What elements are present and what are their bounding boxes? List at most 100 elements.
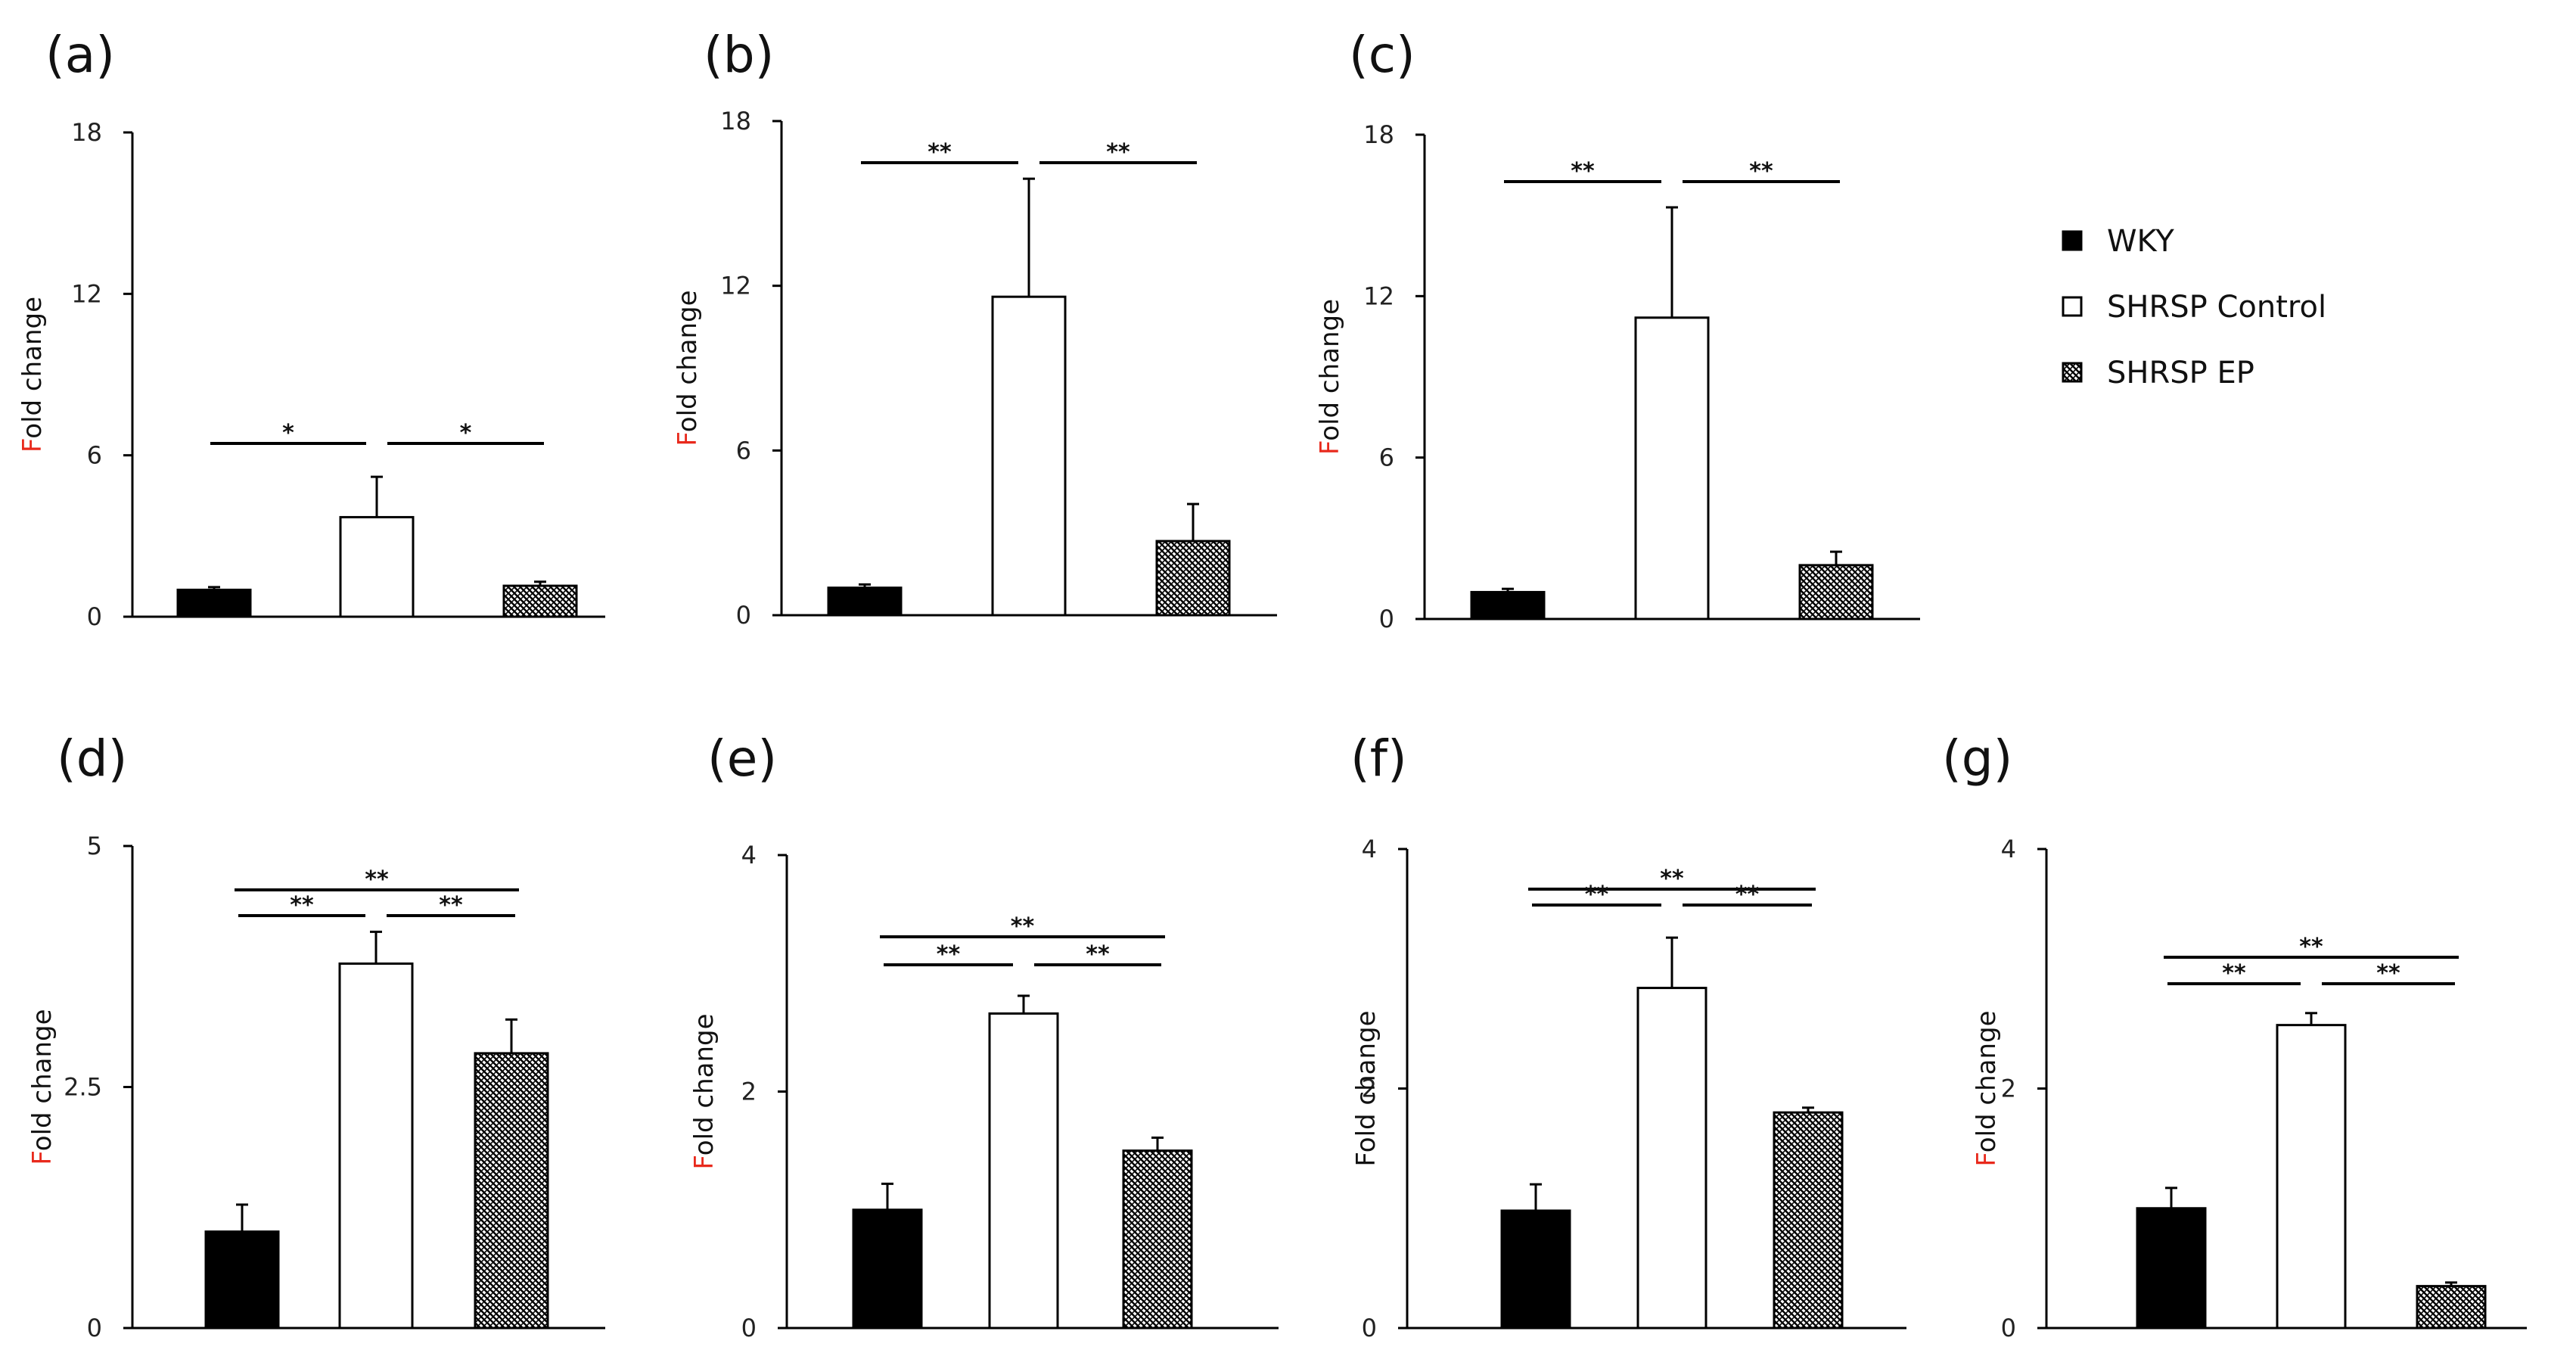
y-tick-label: 0 <box>1362 1314 1377 1342</box>
significance-label: ** <box>937 941 961 968</box>
legend-swatch <box>2062 362 2083 383</box>
y-tick-label: 2.5 <box>64 1073 102 1102</box>
significance-label: ** <box>1660 866 1684 892</box>
chart-panel: (e) 0 2 4 Fold change ** ** ** <box>689 729 1279 1342</box>
panel-label: (b) <box>704 26 774 84</box>
bar-shrsp-ep <box>2416 1285 2487 1330</box>
y-tick-label: 0 <box>741 1314 757 1342</box>
significance-label: ** <box>1735 882 1760 908</box>
bar-shrsp-control <box>339 515 415 618</box>
y-axis-title-initial: F <box>17 439 48 453</box>
y-tick-label: 12 <box>71 279 102 308</box>
y-tick-label: 12 <box>1363 281 1394 310</box>
bar-shrsp-ep <box>474 1052 549 1330</box>
y-axis-title: Fold change <box>1351 1010 1381 1166</box>
significance-label: * <box>282 420 294 446</box>
bar-shrsp-ep <box>1773 1111 1844 1330</box>
chart-panel: (b) 0 6 12 18 Fold change ** ** <box>673 26 1277 630</box>
significance-label: ** <box>2376 960 2400 987</box>
chart-panel: (g) 0 2 4 Fold change ** ** ** <box>1942 729 2527 1342</box>
y-tick-label: 0 <box>87 1314 102 1342</box>
y-axis-title: Fold change <box>1315 299 1345 455</box>
y-tick-label: 18 <box>71 118 102 147</box>
significance-label: ** <box>1749 158 1773 185</box>
significance-label: ** <box>928 139 952 166</box>
y-axis-title: Fold change <box>689 1013 719 1169</box>
chart-panel: (a) 0 6 12 18 Fold change * * <box>17 26 605 631</box>
bar-shrsp-control <box>1636 987 1707 1330</box>
y-axis-title: Fold change <box>673 290 703 446</box>
y-axis-title: Fold change <box>27 1009 57 1165</box>
y-axis-title: Fold change <box>1972 1010 2002 1166</box>
panel-label: (d) <box>57 729 127 788</box>
chart-panel: (d) 0 2.5 5 Fold change ** ** ** <box>27 729 605 1342</box>
y-tick-label: 2 <box>2001 1075 2016 1103</box>
legend-swatch <box>2062 296 2083 317</box>
bar-shrsp-ep <box>1155 540 1231 617</box>
y-axis-title-initial: F <box>1315 441 1345 455</box>
chart-panel: (c) 0 6 12 18 Fold change ** ** <box>1315 26 1920 633</box>
y-tick-label: 0 <box>87 602 102 631</box>
significance-label: ** <box>1011 913 1035 940</box>
y-axis-title-initial: F <box>673 432 703 446</box>
significance-label: ** <box>1585 882 1609 908</box>
significance-label: ** <box>2222 960 2246 987</box>
legend: WKY SHRSP Control SHRSP EP <box>2062 224 2326 390</box>
significance-label: ** <box>439 892 463 919</box>
y-axis-title-initial: F <box>1972 1152 2002 1166</box>
bar-shrsp-control <box>338 962 414 1330</box>
bar-wky <box>176 588 252 618</box>
y-tick-label: 12 <box>720 272 751 300</box>
y-tick-label: 18 <box>720 107 751 135</box>
bar-wky <box>1500 1209 1571 1330</box>
bar-shrsp-control <box>2276 1024 2347 1330</box>
legend-label: SHRSP Control <box>2107 290 2326 325</box>
bar-shrsp-control <box>988 1012 1059 1330</box>
y-tick-label: 4 <box>1362 835 1377 863</box>
y-tick-label: 5 <box>87 832 102 860</box>
bar-wky <box>2136 1207 2207 1330</box>
bar-shrsp-ep <box>1798 564 1874 621</box>
legend-label: SHRSP EP <box>2107 356 2254 390</box>
significance-label: ** <box>365 866 389 893</box>
y-axis-title-rest: old change <box>1315 299 1345 441</box>
y-tick-label: 4 <box>2001 835 2016 863</box>
bar-shrsp-control <box>991 295 1067 617</box>
significance-label: ** <box>290 892 314 919</box>
y-tick-label: 6 <box>736 436 751 465</box>
y-axis-title-initial: F <box>1351 1152 1381 1166</box>
y-axis-title-initial: F <box>689 1155 719 1169</box>
y-tick-label: 0 <box>1379 605 1394 633</box>
y-axis-title: Fold change <box>17 297 48 453</box>
bar-shrsp-ep <box>502 584 578 618</box>
bar-wky <box>1470 590 1546 621</box>
panel-label: (a) <box>45 26 115 84</box>
legend-swatch <box>2062 230 2083 251</box>
y-tick-label: 2 <box>1362 1075 1377 1103</box>
y-axis-title-initial: F <box>27 1151 57 1165</box>
y-axis-title-rest: old change <box>673 290 703 432</box>
chart-panel: (f) 0 2 4 Fold change ** ** ** <box>1350 729 1906 1342</box>
y-tick-label: 6 <box>87 441 102 470</box>
bar-wky <box>204 1230 280 1330</box>
y-tick-label: 4 <box>741 841 757 869</box>
significance-label: ** <box>1571 158 1595 185</box>
legend-label: WKY <box>2107 224 2174 259</box>
y-axis-title-rest: old change <box>27 1009 57 1151</box>
bar-wky <box>852 1208 923 1330</box>
significance-label: ** <box>2299 934 2323 960</box>
y-tick-label: 0 <box>2001 1314 2016 1342</box>
panel-label: (g) <box>1942 729 2012 788</box>
panel-label: (f) <box>1350 729 1407 788</box>
y-tick-label: 18 <box>1363 120 1394 149</box>
y-axis-title-rest: old change <box>689 1013 719 1155</box>
panel-label: (e) <box>707 729 777 788</box>
significance-label: * <box>460 420 472 446</box>
panel-label: (c) <box>1349 26 1415 84</box>
y-axis-title-rest: old change <box>1351 1010 1381 1152</box>
y-tick-label: 2 <box>741 1078 757 1106</box>
bar-shrsp-ep <box>1122 1149 1193 1330</box>
bar-shrsp-control <box>1634 316 1710 621</box>
